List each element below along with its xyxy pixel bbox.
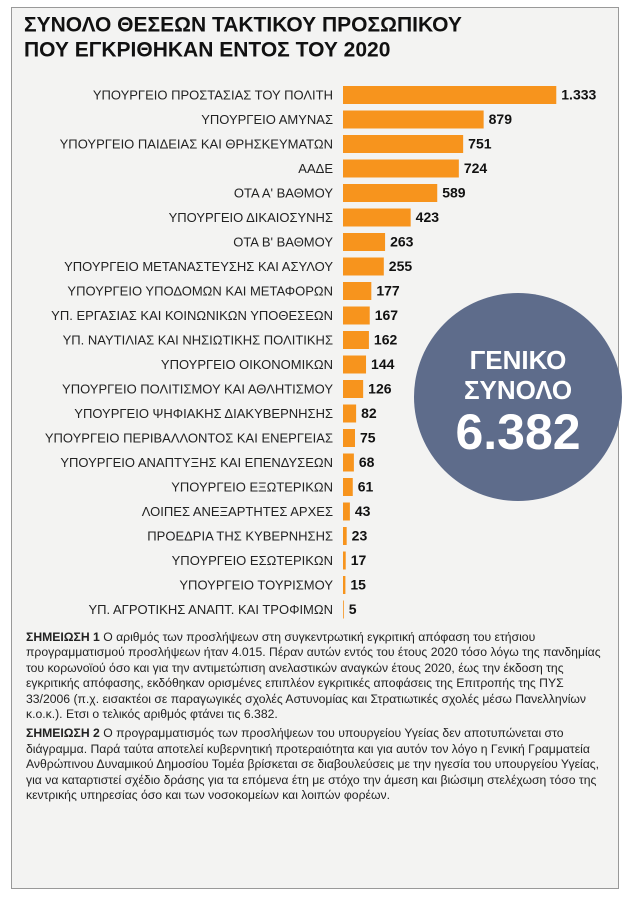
category-label: ΥΠΟΥΡΓΕΙΟ ΨΗΦΙΑΚΗΣ ΔΙΑΚΥΒΕΡΝΗΣΗΣ	[74, 406, 333, 421]
value-label: 177	[376, 283, 400, 299]
value-label: 126	[368, 381, 392, 397]
value-label: 68	[359, 454, 375, 470]
bar	[343, 331, 369, 349]
bar	[343, 551, 346, 570]
value-label: 167	[375, 307, 399, 323]
bar	[343, 355, 367, 374]
bar	[343, 135, 464, 153]
bar	[343, 527, 347, 545]
bar	[343, 86, 557, 104]
total-title: ΓΕΝΙΚΟ	[470, 345, 567, 375]
category-label: ΟΤΑ Β' ΒΑΘΜΟΥ	[233, 234, 333, 249]
category-label: ΥΠΟΥΡΓΕΙΟ ΔΙΚΑΙΟΣΥΝΗΣ	[169, 210, 333, 225]
value-label: 144	[371, 356, 395, 372]
value-label: 5	[349, 601, 357, 617]
note-label: ΣΗΜΕΙΩΣΗ 2	[26, 726, 100, 741]
category-label: ΟΤΑ Α' ΒΑΘΜΟΥ	[234, 185, 333, 200]
bar	[343, 110, 484, 129]
note-label: ΣΗΜΕΙΩΣΗ 1	[26, 630, 100, 644]
bar	[343, 184, 438, 202]
bar	[343, 380, 364, 398]
category-label: ΥΠΟΥΡΓΕΙΟ ΑΝΑΠΤΥΞΗΣ ΚΑΙ ΕΠΕΝΔΥΣΕΩΝ	[60, 455, 333, 470]
category-label: ΥΠΟΥΡΓΕΙΟ ΕΣΩΤΕΡΙΚΩΝ	[172, 553, 333, 568]
value-label: 82	[361, 405, 377, 421]
chart-title: ΠΟΥ ΕΓΚΡΙΘΗΚΑΝ ΕΝΤΟΣ ΤΟΥ 2020	[24, 39, 390, 62]
category-label: ΥΠΟΥΡΓΕΙΟ ΥΠΟΔΟΜΩΝ ΚΑΙ ΜΕΤΑΦΟΡΩΝ	[67, 283, 333, 298]
value-label: 23	[352, 528, 368, 544]
bar	[343, 208, 411, 227]
bar	[343, 478, 353, 496]
chart: ΣΥΝΟΛΟ ΘΕΣΕΩΝ ΤΑΚΤΙΚΟΥ ΠΡΟΣΩΠΙΚΟΥ ΠΟΥ ΕΓ…	[24, 14, 622, 619]
value-label: 589	[442, 185, 466, 201]
value-label: 17	[351, 552, 367, 568]
note-text: Ο προγραμματισμός των προσλήψεων του υπο…	[26, 726, 600, 803]
value-label: 879	[489, 111, 513, 127]
bar	[343, 282, 372, 300]
notes: ΣΗΜΕΙΩΣΗ 1 Ο αριθμός των προσλήψεων στη …	[26, 630, 606, 807]
total-title: ΣΥΝΟΛΟ	[464, 375, 572, 405]
value-label: 75	[360, 430, 376, 446]
category-label: ΠΡΟΕΔΡΙΑ ΤΗΣ ΚΥΒΕΡΝΗΣΗΣ	[147, 528, 333, 543]
category-label: ΥΠΟΥΡΓΕΙΟ ΠΑΙΔΕΙΑΣ ΚΑΙ ΘΡΗΣΚΕΥΜΑΤΩΝ	[60, 136, 333, 151]
bar	[343, 576, 346, 594]
bar	[343, 502, 350, 521]
note: ΣΗΜΕΙΩΣΗ 1 Ο αριθμός των προσλήψεων στη …	[26, 630, 606, 722]
value-label: 43	[355, 503, 371, 519]
category-label: ΥΠΟΥΡΓΕΙΟ ΟΙΚΟΝΟΜΙΚΩΝ	[161, 357, 333, 372]
value-label: 61	[358, 479, 374, 495]
note: ΣΗΜΕΙΩΣΗ 2 Ο προγραμματισμός των προσλήψ…	[26, 726, 606, 803]
category-label: ΥΠ. ΑΓΡΟΤΙΚΗΣ ΑΝΑΠΤ. ΚΑΙ ΤΡΟΦΙΜΩΝ	[88, 602, 333, 617]
bar	[343, 306, 370, 325]
category-label: ΥΠΟΥΡΓΕΙΟ ΠΟΛΙΤΙΣΜΟΥ ΚΑΙ ΑΘΛΗΤΙΣΜΟΥ	[62, 381, 333, 396]
category-label: ΥΠ. ΕΡΓΑΣΙΑΣ ΚΑΙ ΚΟΙΝΩΝΙΚΩΝ ΥΠΟΘΕΣΕΩΝ	[51, 308, 333, 323]
value-label: 724	[464, 160, 488, 176]
bar	[343, 257, 384, 276]
total-circle	[414, 293, 622, 501]
bar	[343, 404, 357, 423]
chart-title: ΣΥΝΟΛΟ ΘΕΣΕΩΝ ΤΑΚΤΙΚΟΥ ΠΡΟΣΩΠΙΚΟΥ	[24, 14, 462, 37]
category-label: ΥΠΟΥΡΓΕΙΟ ΜΕΤΑΝΑΣΤΕΥΣΗΣ ΚΑΙ ΑΣΥΛΟΥ	[64, 259, 333, 274]
category-label: ΥΠΟΥΡΓΕΙΟ ΤΟΥΡΙΣΜΟΥ	[179, 577, 333, 592]
value-label: 255	[389, 258, 413, 274]
bar	[343, 429, 355, 447]
bar	[343, 159, 459, 178]
bar	[343, 600, 344, 619]
note-text: Ο αριθμός των προσλήψεων στη συγκεντρωτι…	[26, 630, 601, 722]
value-label: 751	[468, 136, 492, 152]
value-label: 162	[374, 332, 398, 348]
value-label: 1.333	[561, 87, 596, 103]
category-label: ΥΠΟΥΡΓΕΙΟ ΑΜΥΝΑΣ	[201, 112, 333, 127]
category-label: ΥΠΟΥΡΓΕΙΟ ΠΕΡΙΒΑΛΛΟΝΤΟΣ ΚΑΙ ΕΝΕΡΓΕΙΑΣ	[45, 430, 333, 445]
category-label: ΥΠΟΥΡΓΕΙΟ ΠΡΟΣΤΑΣΙΑΣ ΤΟΥ ΠΟΛΙΤΗ	[93, 87, 333, 102]
total-value: 6.382	[455, 404, 580, 460]
value-label: 263	[390, 234, 414, 250]
value-label: 15	[350, 577, 366, 593]
category-label: ΥΠ. ΝΑΥΤΙΛΙΑΣ ΚΑΙ ΝΗΣΙΩΤΙΚΗΣ ΠΟΛΙΤΙΚΗΣ	[63, 332, 333, 347]
category-label: ΛΟΙΠΕΣ ΑΝΕΞΑΡΤΗΤΕΣ ΑΡΧΕΣ	[142, 504, 333, 519]
value-label: 423	[416, 209, 440, 225]
category-label: ΥΠΟΥΡΓΕΙΟ ΕΞΩΤΕΡΙΚΩΝ	[171, 479, 333, 494]
bar	[343, 233, 386, 251]
category-label: ΑΑΔΕ	[298, 161, 333, 176]
bar	[343, 453, 354, 472]
